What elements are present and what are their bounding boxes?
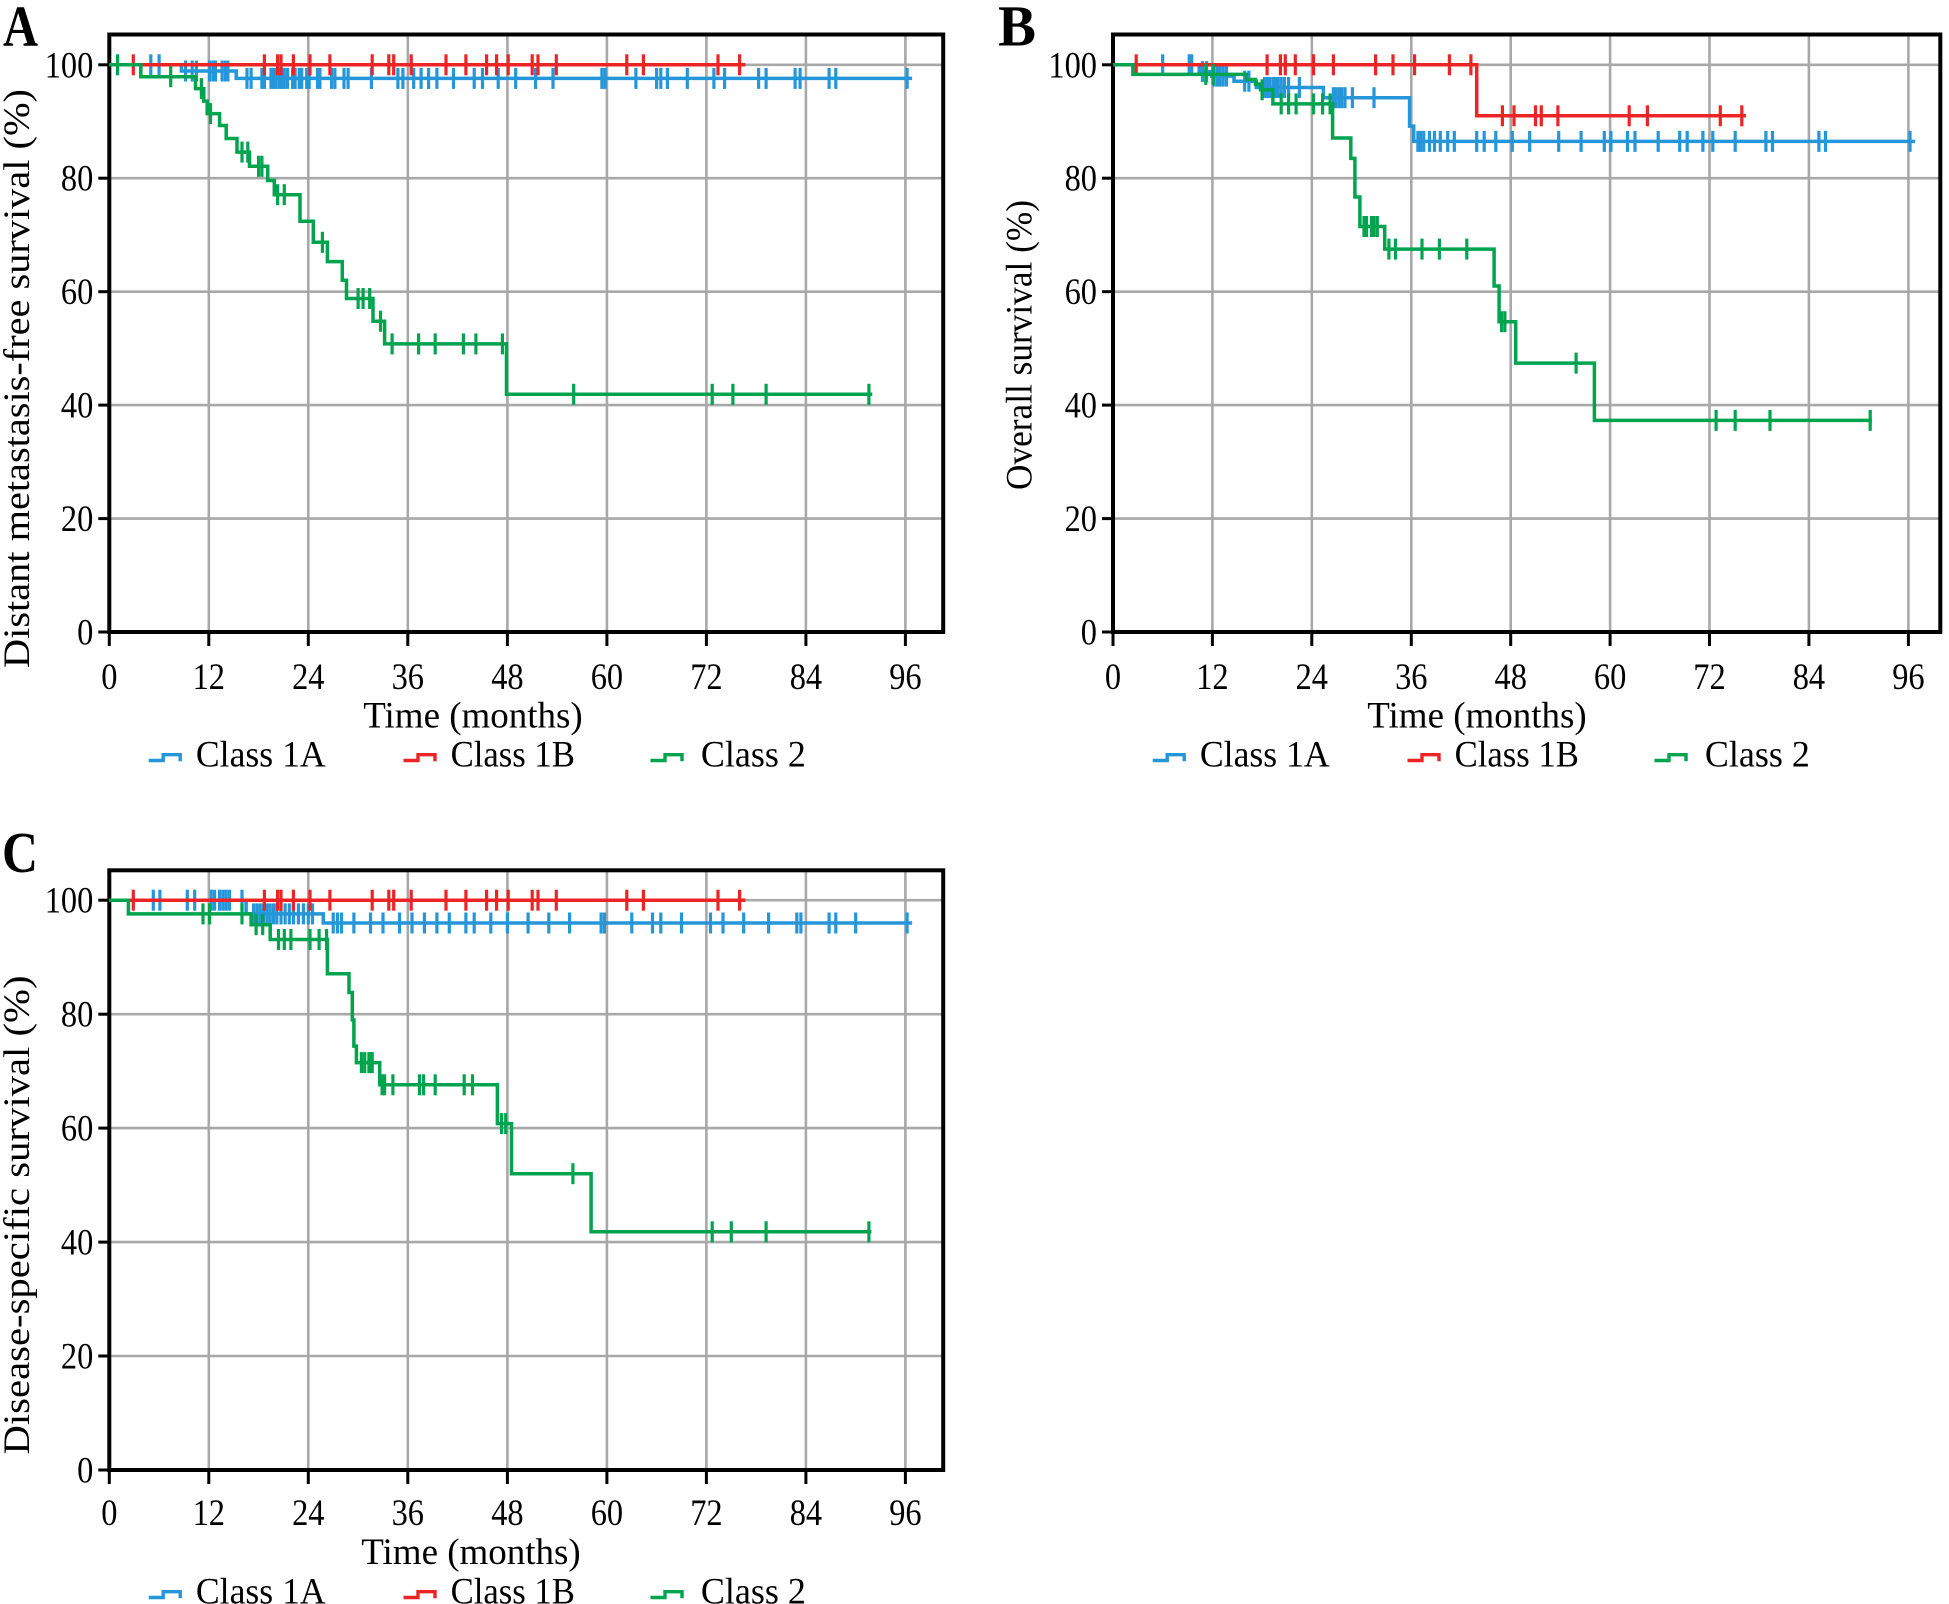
svg-text:Disease-specific survival (%): Disease-specific survival (%)	[0, 976, 38, 1455]
svg-text:0: 0	[101, 657, 117, 698]
svg-text:72: 72	[1693, 657, 1725, 698]
svg-text:84: 84	[1793, 657, 1825, 698]
svg-text:20: 20	[61, 499, 93, 540]
svg-text:36: 36	[392, 1493, 424, 1534]
svg-text:60: 60	[591, 1493, 623, 1534]
svg-text:80: 80	[61, 159, 93, 200]
svg-text:Class 2: Class 2	[701, 1572, 806, 1604]
svg-text:96: 96	[889, 657, 921, 698]
svg-text:72: 72	[690, 1493, 722, 1534]
svg-text:48: 48	[1495, 657, 1527, 698]
svg-text:A: A	[3, 0, 38, 59]
svg-text:84: 84	[790, 1493, 822, 1534]
svg-text:24: 24	[1296, 657, 1328, 698]
svg-text:Time (months): Time (months)	[363, 696, 583, 737]
svg-text:Class 1A: Class 1A	[1200, 735, 1330, 776]
svg-text:60: 60	[61, 1109, 93, 1150]
svg-text:60: 60	[1065, 272, 1097, 313]
svg-text:24: 24	[292, 657, 324, 698]
svg-text:0: 0	[77, 1451, 93, 1492]
svg-text:40: 40	[61, 386, 93, 427]
svg-text:Class 1A: Class 1A	[196, 1572, 326, 1604]
svg-text:20: 20	[61, 1337, 93, 1378]
svg-text:40: 40	[1065, 386, 1097, 427]
svg-text:Overall survival (%): Overall survival (%)	[1000, 200, 1041, 490]
svg-text:12: 12	[193, 1493, 225, 1534]
svg-text:Class 1B: Class 1B	[451, 1572, 575, 1604]
svg-text:0: 0	[1081, 613, 1097, 654]
svg-text:Class 1A: Class 1A	[196, 735, 326, 776]
svg-text:84: 84	[790, 657, 822, 698]
svg-text:100: 100	[45, 45, 94, 86]
svg-text:12: 12	[193, 657, 225, 698]
svg-text:48: 48	[491, 1493, 523, 1534]
svg-text:Class 2: Class 2	[1705, 735, 1810, 776]
svg-text:B: B	[998, 0, 1036, 59]
svg-text:72: 72	[690, 657, 722, 698]
svg-text:48: 48	[491, 657, 523, 698]
svg-text:Class 1B: Class 1B	[1455, 735, 1579, 776]
svg-text:Class 2: Class 2	[701, 735, 806, 776]
svg-text:60: 60	[61, 272, 93, 313]
svg-text:100: 100	[1048, 45, 1097, 86]
svg-text:0: 0	[101, 1493, 117, 1534]
svg-text:Class 1B: Class 1B	[451, 735, 575, 776]
svg-text:80: 80	[61, 995, 93, 1036]
svg-text:60: 60	[1594, 657, 1626, 698]
svg-text:24: 24	[292, 1493, 324, 1534]
svg-text:96: 96	[889, 1493, 921, 1534]
svg-text:0: 0	[1105, 657, 1121, 698]
svg-text:36: 36	[1395, 657, 1427, 698]
svg-text:40: 40	[61, 1223, 93, 1264]
svg-text:96: 96	[1892, 657, 1924, 698]
svg-text:Time (months): Time (months)	[1367, 696, 1587, 737]
svg-text:100: 100	[45, 881, 94, 922]
svg-text:20: 20	[1065, 499, 1097, 540]
svg-text:60: 60	[591, 657, 623, 698]
svg-text:0: 0	[77, 613, 93, 654]
svg-text:12: 12	[1196, 657, 1228, 698]
svg-text:Distant metastasis-free surviv: Distant metastasis-free survival (%)	[0, 89, 38, 668]
svg-text:C: C	[2, 820, 38, 885]
svg-text:36: 36	[392, 657, 424, 698]
svg-text:Time (months): Time (months)	[361, 1532, 581, 1573]
svg-text:80: 80	[1065, 159, 1097, 200]
